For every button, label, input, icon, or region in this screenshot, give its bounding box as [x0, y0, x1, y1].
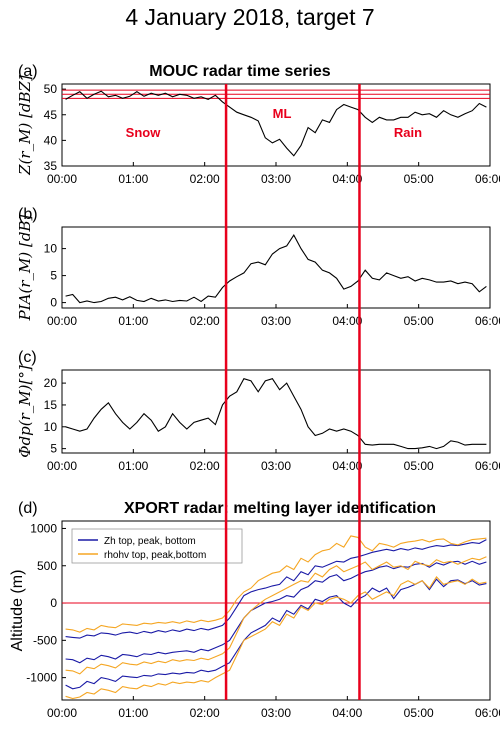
x-tick-label: 04:00 [332, 459, 362, 473]
panel-letter: (d) [18, 500, 38, 517]
y-tick-label: 20 [44, 376, 58, 390]
y-tick-label: 35 [44, 159, 58, 173]
x-tick-label: 00:00 [47, 314, 77, 328]
series-line-top [65, 539, 487, 639]
plot-frame-c [61, 369, 491, 454]
y-tick-label: 40 [44, 133, 58, 147]
y-tick-label: 0 [50, 596, 57, 610]
x-tick-label: 02:00 [190, 459, 220, 473]
x-tick-label: 05:00 [404, 459, 434, 473]
x-tick-label: 04:00 [332, 314, 362, 328]
series-line-peak [65, 560, 487, 664]
legend-label: rhohv top, peak,bottom [104, 550, 206, 561]
x-tick-label: 06:00 [475, 172, 500, 186]
x-tick-label: 01:00 [118, 172, 148, 186]
y-tick-label: 15 [44, 398, 58, 412]
x-tick-label: 03:00 [261, 706, 291, 720]
y-tick-label: -1000 [26, 671, 57, 685]
y-tick-label: 500 [37, 559, 57, 573]
x-tick-label: 05:00 [404, 172, 434, 186]
y-tick-label: 45 [44, 108, 58, 122]
figure-title: 4 January 2018, target 7 [125, 4, 375, 30]
plot-frame-b [61, 226, 491, 309]
y-axis-label: Φdp(r_M)[°] [16, 365, 34, 458]
x-tick-label: 00:00 [47, 459, 77, 473]
x-tick-label: 05:00 [404, 314, 434, 328]
series-line [65, 90, 487, 157]
annotation-snow: Snow [126, 125, 162, 140]
panel-title: MOUC radar time series [149, 63, 331, 80]
x-tick-label: 03:00 [261, 459, 291, 473]
series-line-bottom [65, 578, 487, 690]
series-line-bottom [65, 576, 487, 700]
legend-label: Zh top, peak, bottom [104, 536, 196, 547]
y-tick-label: 10 [44, 420, 58, 434]
panel-title: XPORT radar: melting layer identificatio… [124, 500, 436, 517]
series-line [65, 234, 487, 304]
x-tick-label: 03:00 [261, 314, 291, 328]
panel-letter: (c) [18, 349, 37, 366]
x-tick-label: 06:00 [475, 459, 500, 473]
y-tick-label: 5 [50, 269, 57, 283]
panel-letter: (a) [18, 63, 38, 80]
x-tick-label: 02:00 [190, 314, 220, 328]
legend-box [71, 528, 243, 564]
y-axis-label: Altitude (m) [9, 570, 26, 652]
x-tick-label: 00:00 [47, 706, 77, 720]
series-line-peak [65, 556, 487, 675]
annotation-ml: ML [273, 106, 292, 121]
y-axis-label: PIA(r_M) [dB] [16, 215, 34, 322]
y-tick-label: 1000 [30, 521, 57, 535]
series-line [65, 378, 487, 450]
x-tick-label: 03:00 [261, 172, 291, 186]
x-tick-label: 02:00 [190, 172, 220, 186]
x-tick-label: 00:00 [47, 172, 77, 186]
y-tick-label: -500 [33, 633, 57, 647]
x-tick-label: 01:00 [118, 706, 148, 720]
x-tick-label: 02:00 [190, 706, 220, 720]
y-tick-label: 50 [44, 82, 58, 96]
y-axis-label: Z(r_M) [dBZ] [16, 75, 34, 176]
annotation-rain: Rain [394, 125, 422, 140]
x-tick-label: 06:00 [475, 706, 500, 720]
x-tick-label: 04:00 [332, 172, 362, 186]
x-tick-label: 05:00 [404, 706, 434, 720]
x-tick-label: 01:00 [118, 459, 148, 473]
series-line-top [65, 535, 487, 633]
y-tick-label: 0 [50, 296, 57, 310]
x-tick-label: 06:00 [475, 314, 500, 328]
x-tick-label: 04:00 [332, 706, 362, 720]
y-tick-label: 5 [50, 442, 57, 456]
panel-letter: (b) [18, 206, 38, 223]
y-tick-label: 10 [44, 242, 58, 256]
x-tick-label: 01:00 [118, 314, 148, 328]
